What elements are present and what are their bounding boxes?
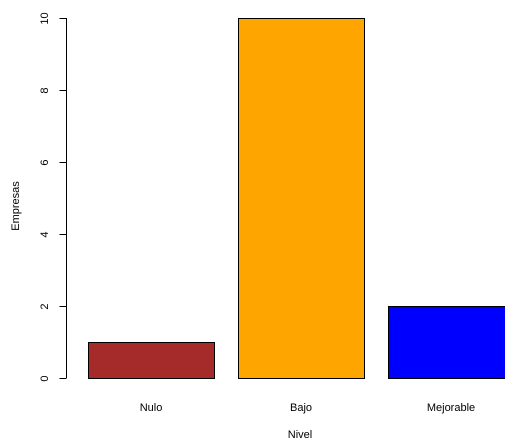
y-tick-label: 2 bbox=[39, 303, 51, 309]
y-axis-title: Empresas bbox=[10, 181, 22, 231]
y-tick-label: 8 bbox=[39, 87, 51, 93]
bars-layer bbox=[88, 18, 505, 379]
y-tick-label: 6 bbox=[39, 159, 51, 165]
y-tick-label: 4 bbox=[39, 231, 51, 237]
bar-bajo bbox=[238, 18, 365, 379]
x-axis-title: Nivel bbox=[288, 429, 312, 441]
y-axis: 0 2 4 6 8 10 bbox=[39, 12, 67, 382]
x-axis-labels: Nulo Bajo Mejorable bbox=[140, 402, 475, 414]
bar-mejorable bbox=[388, 306, 505, 379]
y-tick-label: 0 bbox=[39, 375, 51, 381]
x-tick-label-mejorable: Mejorable bbox=[427, 402, 475, 414]
x-tick-label-bajo: Bajo bbox=[290, 402, 312, 414]
x-tick-label-nulo: Nulo bbox=[140, 402, 163, 414]
y-tick-label: 10 bbox=[39, 12, 51, 24]
bar-nulo bbox=[88, 342, 215, 379]
